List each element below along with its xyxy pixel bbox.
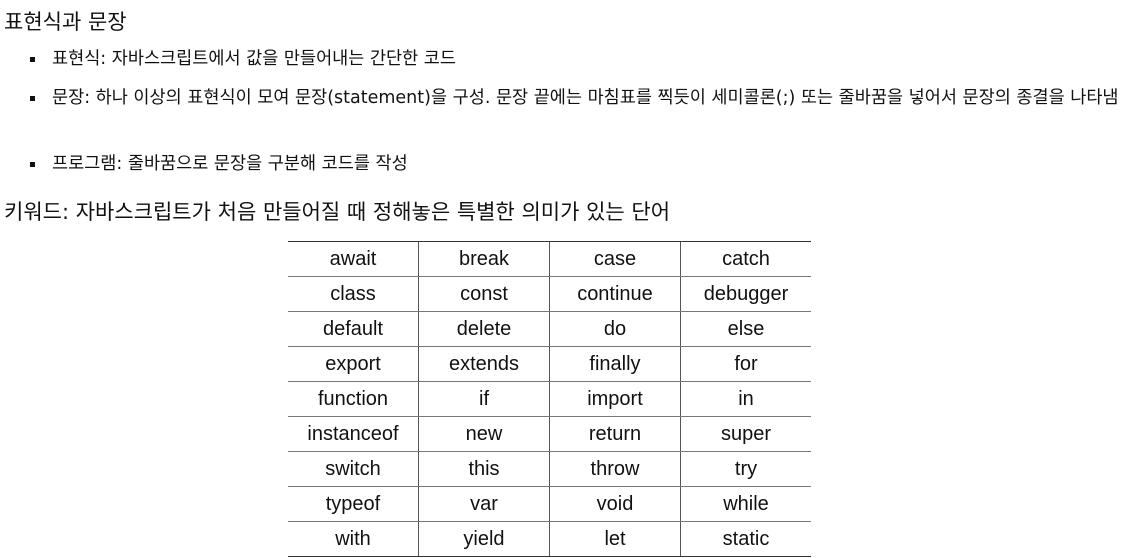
keyword-cell: catch — [680, 241, 811, 277]
keyword-cell: do — [549, 311, 681, 347]
table-row: switch this throw try — [288, 451, 811, 487]
keyword-cell: in — [680, 381, 811, 417]
keyword-cell: class — [288, 276, 419, 312]
keyword-cell: export — [288, 346, 419, 382]
keyword-cell: await — [288, 241, 419, 277]
table-row: default delete do else — [288, 311, 811, 347]
keyword-cell: this — [418, 451, 550, 487]
table-row: class const continue debugger — [288, 276, 811, 312]
bullet-text: 문장: 하나 이상의 표현식이 모여 문장(statement)을 구성. 문장… — [52, 88, 1119, 108]
section-title: 표현식과 문장 — [4, 10, 127, 34]
keyword-cell: void — [549, 486, 681, 522]
keyword-table: await break case catch class const continue deb… — [288, 241, 811, 557]
keyword-cell: switch — [288, 451, 419, 487]
keyword-cell: default — [288, 311, 419, 347]
keyword-cell: if — [418, 381, 550, 417]
keyword-cell: break — [418, 241, 550, 277]
keyword-cell: try — [680, 451, 811, 487]
keyword-cell: yield — [418, 521, 550, 557]
keyword-cell: else — [680, 311, 811, 347]
keyword-cell: while — [680, 486, 811, 522]
bullet-program: 프로그램: 줄바꿈으로 문장을 구분해 코드를 작성 — [30, 150, 1125, 179]
keyword-cell: instanceof — [288, 416, 419, 452]
bullet-text: 프로그램: 줄바꿈으로 문장을 구분해 코드를 작성 — [52, 154, 408, 174]
table-row: await break case catch — [288, 241, 811, 277]
keyword-cell: with — [288, 521, 419, 557]
bullet-text: 표현식: 자바스크립트에서 값을 만들어내는 간단한 코드 — [52, 49, 457, 69]
keyword-cell: return — [549, 416, 681, 452]
table-row: instanceof new return super — [288, 416, 811, 452]
keyword-cell: for — [680, 346, 811, 382]
keyword-cell: function — [288, 381, 419, 417]
keyword-cell: delete — [418, 311, 550, 347]
bullet-marker-icon — [30, 57, 35, 62]
keyword-cell: super — [680, 416, 811, 452]
table-row: function if import in — [288, 381, 811, 417]
keyword-cell: const — [418, 276, 550, 312]
keyword-cell: new — [418, 416, 550, 452]
keyword-cell: continue — [549, 276, 681, 312]
keyword-cell: extends — [418, 346, 550, 382]
bullet-expression: 표현식: 자바스크립트에서 값을 만들어내는 간단한 코드 — [30, 45, 1125, 74]
bullet-statement: 문장: 하나 이상의 표현식이 모여 문장(statement)을 구성. 문장… — [30, 84, 1125, 113]
keyword-cell: finally — [549, 346, 681, 382]
keyword-cell: let — [549, 521, 681, 557]
keyword-heading: 키워드: 자바스크립트가 처음 만들어질 때 정해놓은 특별한 의미가 있는 단… — [4, 200, 671, 224]
keyword-cell: debugger — [680, 276, 811, 312]
table-row: typeof var void while — [288, 486, 811, 522]
table-row: with yield let static — [288, 521, 811, 557]
keyword-cell: case — [549, 241, 681, 277]
keyword-cell: typeof — [288, 486, 419, 522]
keyword-cell: import — [549, 381, 681, 417]
keyword-cell: var — [418, 486, 550, 522]
keyword-cell: throw — [549, 451, 681, 487]
bullet-marker-icon — [30, 162, 35, 167]
table-row: export extends finally for — [288, 346, 811, 382]
keyword-cell: static — [680, 521, 811, 557]
bullet-marker-icon — [30, 96, 35, 101]
